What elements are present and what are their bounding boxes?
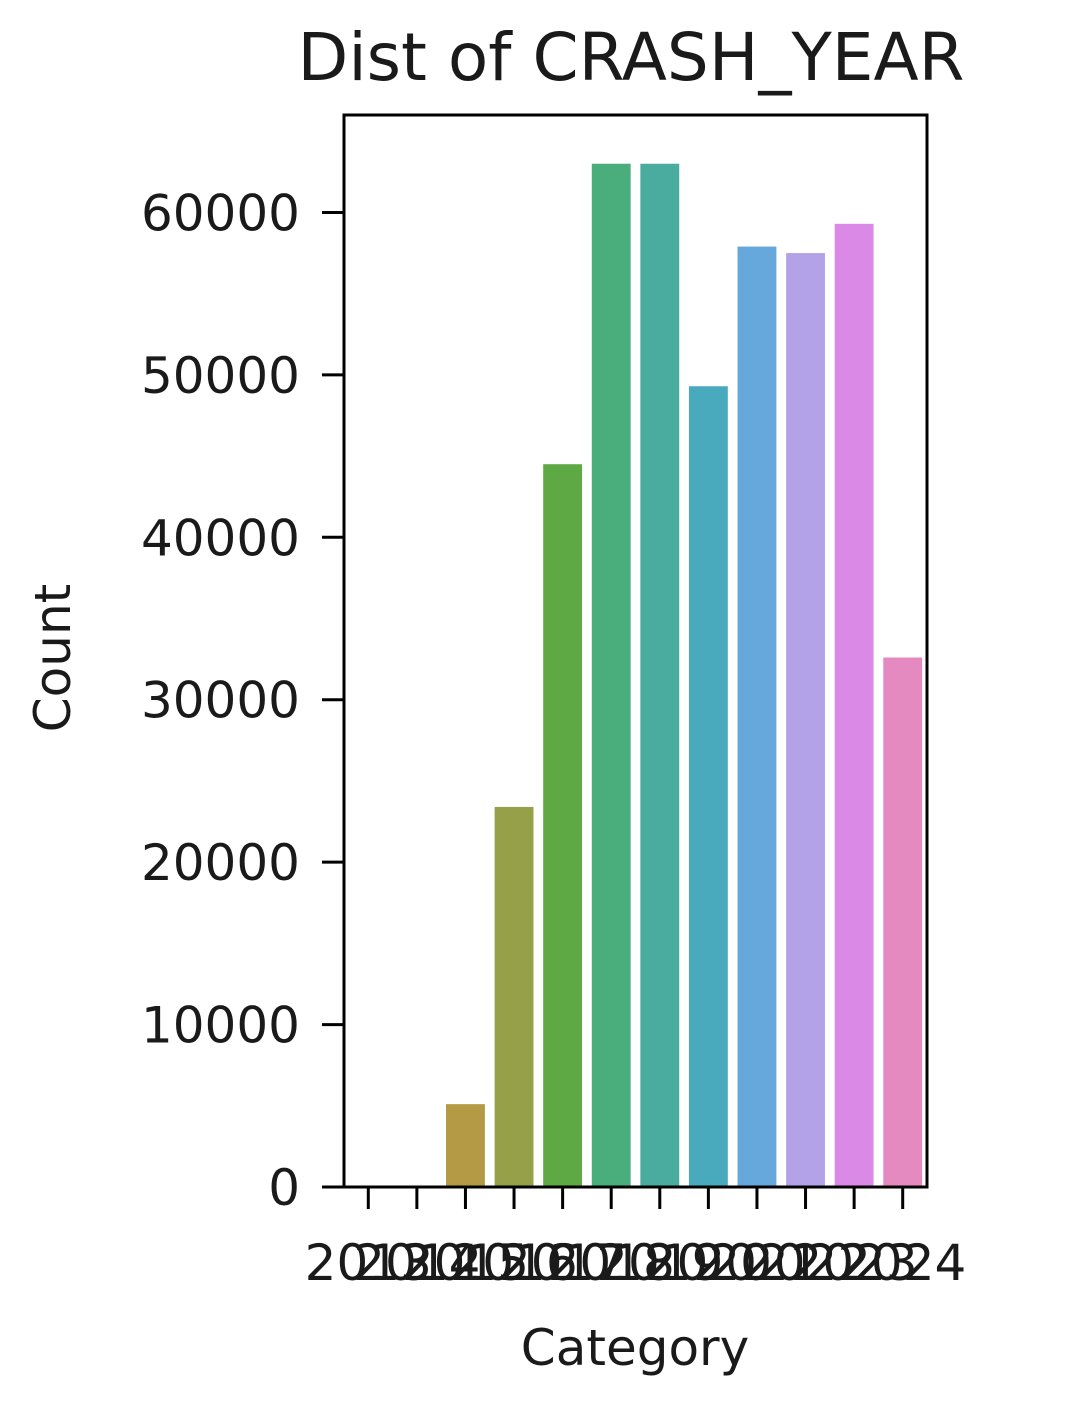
bar-2017 <box>543 464 583 1188</box>
x-tick-label: 2014 <box>353 1234 480 1292</box>
y-tick-label: 10000 <box>141 997 300 1055</box>
bar-2024 <box>883 657 923 1187</box>
x-tick-label: 2016 <box>450 1234 577 1292</box>
y-tick-label: 30000 <box>141 672 300 730</box>
y-tick-label: 60000 <box>141 184 300 242</box>
x-tick-label: 2020 <box>645 1234 772 1292</box>
bar-2015 <box>446 1104 485 1187</box>
x-tick-label: 2022 <box>742 1234 869 1292</box>
x-tick-label: 2024 <box>839 1234 966 1292</box>
bar-2023 <box>834 223 874 1187</box>
y-axis: 0 10000 20000 30000 40000 50000 60000 <box>141 184 344 1217</box>
bars-layer <box>348 163 923 1188</box>
bar-2018 <box>591 163 631 1188</box>
y-tick-label: 20000 <box>141 834 300 892</box>
x-tick-label: 2018 <box>548 1234 675 1292</box>
bar-2019 <box>640 163 680 1188</box>
bar-2021 <box>737 246 777 1187</box>
x-axis: 2013201420152016201720182019202020212022… <box>305 1187 966 1292</box>
x-tick-label: 2015 <box>402 1234 529 1292</box>
y-tick-label: 0 <box>268 1159 300 1217</box>
chart-title: Dist of CRASH_YEAR <box>298 19 965 96</box>
y-tick-label: 50000 <box>141 347 300 405</box>
bar-2020 <box>688 386 728 1187</box>
x-tick-label: 2013 <box>305 1234 432 1292</box>
x-tick-label: 2019 <box>596 1234 723 1292</box>
x-tick-label: 2021 <box>693 1234 820 1292</box>
y-tick-label: 40000 <box>141 509 300 567</box>
x-axis-label: Category <box>521 1319 749 1377</box>
y-axis-label: Count <box>24 584 82 733</box>
plot-frame <box>342 113 929 1189</box>
bar-2016 <box>494 806 534 1187</box>
x-tick-label: 2017 <box>499 1234 626 1292</box>
x-tick-label: 2023 <box>791 1234 918 1292</box>
bar-2022 <box>786 253 825 1187</box>
